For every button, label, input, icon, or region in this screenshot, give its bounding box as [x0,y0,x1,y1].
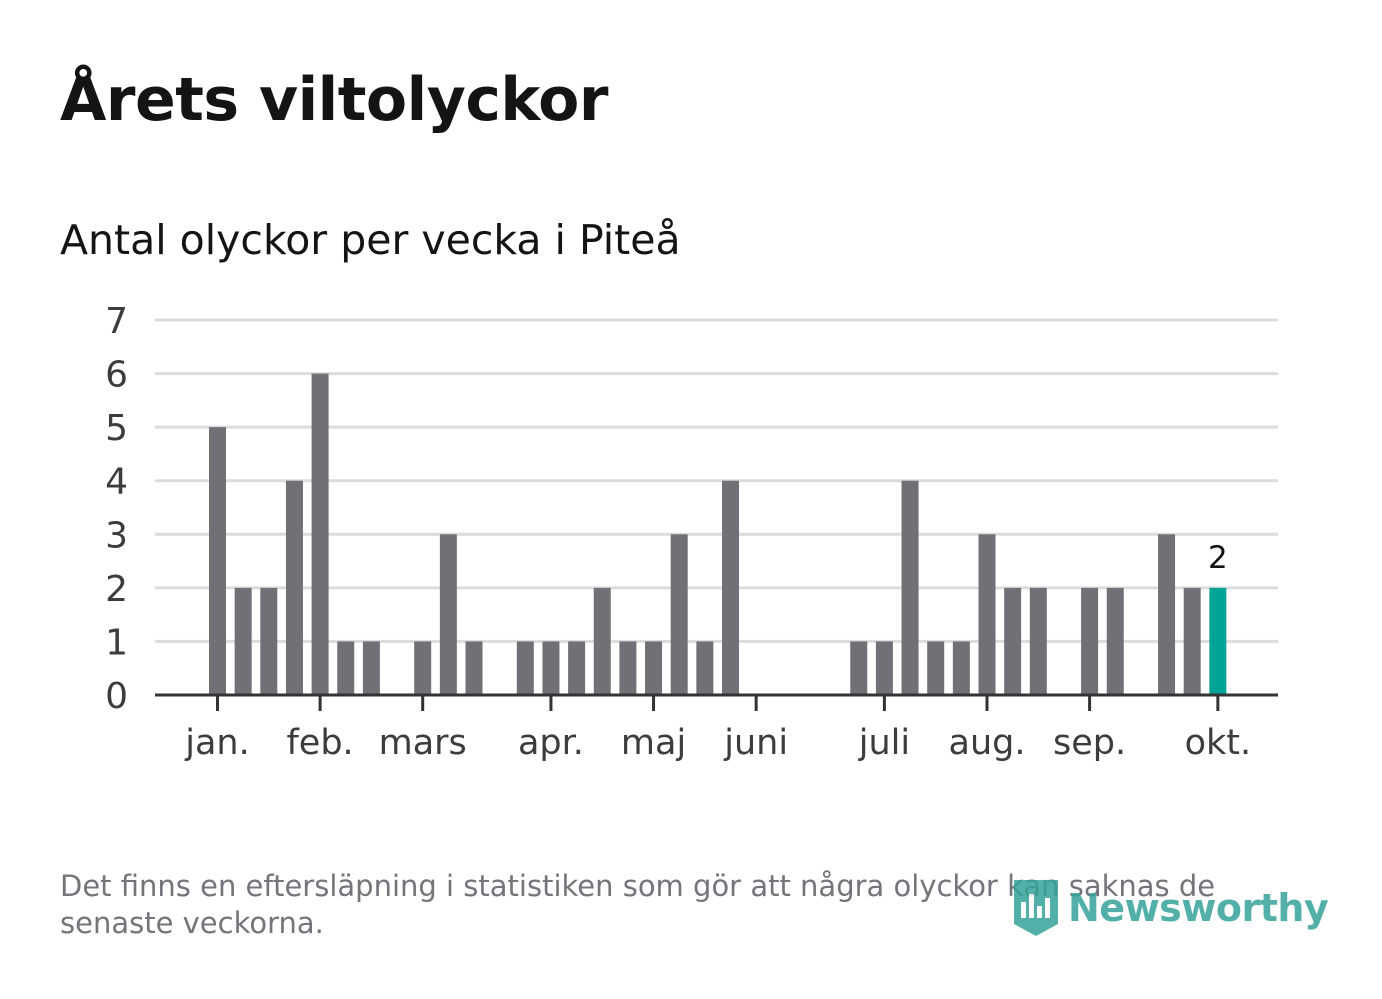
bar [235,588,252,695]
bar [1184,588,1201,695]
x-tick-label: sep. [1053,723,1126,763]
bar [1158,534,1175,695]
highlight-data-label: 2 [1208,540,1228,576]
x-tick-label: juli [858,723,910,763]
bar [696,641,713,695]
x-tick-label: maj [621,723,686,763]
data-labels: 2 [1208,540,1228,576]
bar [1030,588,1047,695]
y-tick-label: 4 [105,462,128,503]
x-axis-ticks: jan. feb. mars apr. maj juni juli aug. sep. okt. [184,695,1251,763]
bar [927,641,944,695]
bar [440,534,457,695]
x-tick-label: juni [723,723,788,763]
bar [466,641,483,695]
bar [1081,588,1098,695]
newsworthy-logo-icon [1010,876,1062,940]
bar-highlight [1209,588,1226,695]
y-axis-ticks: 0 1 2 3 4 5 6 7 [105,301,128,717]
y-tick-label: 0 [105,676,128,717]
newsworthy-logo: Newsworthy [1010,876,1328,940]
y-tick-label: 6 [105,355,128,396]
bar [414,641,431,695]
y-tick-label: 3 [105,515,128,556]
bar [1004,588,1021,695]
bar [260,588,277,695]
bar [594,588,611,695]
bar [619,641,636,695]
bar [286,481,303,695]
y-tick-label: 7 [105,301,128,342]
x-tick-label: mars [379,723,467,763]
bar [209,427,226,695]
bar [979,534,996,695]
x-tick-label: okt. [1185,723,1252,763]
bar [363,641,380,695]
y-tick-label: 1 [105,622,128,663]
bar-chart: 0 1 2 3 4 5 6 7 jan. feb. mars apr. maj juni juli aug.… [0,0,1382,800]
bar [645,641,662,695]
bar [542,641,559,695]
bar [312,374,329,695]
x-tick-label: aug. [949,723,1026,763]
bar [850,641,867,695]
bar [953,641,970,695]
logo-text: Newsworthy [1068,886,1328,930]
bar [337,641,354,695]
y-tick-label: 5 [105,408,128,449]
bar [671,534,688,695]
x-tick-label: feb. [286,723,353,763]
bar [876,641,893,695]
bar [568,641,585,695]
bar [902,481,919,695]
bar [1107,588,1124,695]
bar [722,481,739,695]
bar [517,641,534,695]
y-tick-label: 2 [105,569,128,610]
x-tick-label: jan. [184,723,249,763]
x-tick-label: apr. [518,723,584,763]
